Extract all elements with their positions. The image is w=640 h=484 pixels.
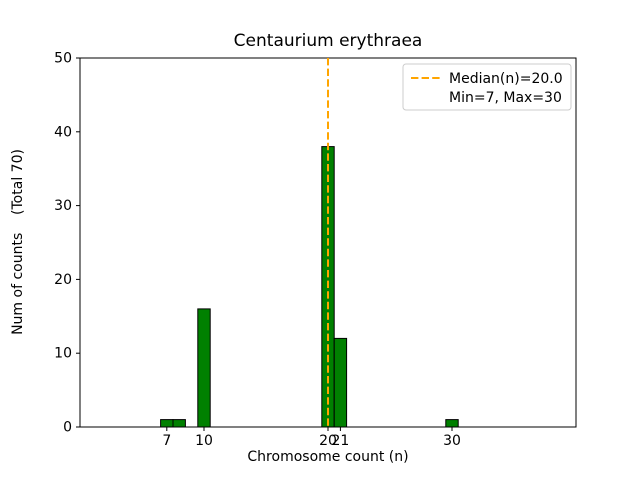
x-tick-label: 10 [195, 433, 213, 449]
y-tick-label: 0 [63, 420, 72, 436]
x-tick-label: 7 [162, 433, 171, 449]
bar [197, 308, 211, 428]
legend-median-label: Median(n)=20.0 [449, 71, 563, 87]
y-tick-label: 20 [54, 272, 72, 288]
legend-minmax-label: Min=7, Max=30 [449, 90, 562, 106]
chart-title: Centaurium erythraea [234, 31, 423, 51]
bar [333, 337, 348, 428]
y-axis-ticks: 0 10 20 30 40 50 [54, 51, 80, 436]
y-tick-label: 30 [54, 198, 72, 214]
x-axis-label: Chromosome count (n) [247, 449, 408, 465]
bars-group [160, 146, 459, 428]
bar [172, 419, 186, 428]
x-tick-label: 30 [443, 433, 461, 449]
y-tick-label: 40 [54, 124, 72, 140]
x-tick-label: 21 [331, 433, 349, 449]
legend-box [402, 63, 572, 111]
y-tick-label: 50 [54, 51, 72, 67]
y-axis-label: Num of counts (Total 70) [10, 149, 26, 335]
y-tick-label: 10 [54, 346, 72, 362]
bar [160, 419, 174, 428]
legend: Median(n)=20.0 Min=7, Max=30 [402, 63, 572, 111]
bar [445, 419, 459, 428]
x-tick-label: 20 [319, 433, 337, 449]
